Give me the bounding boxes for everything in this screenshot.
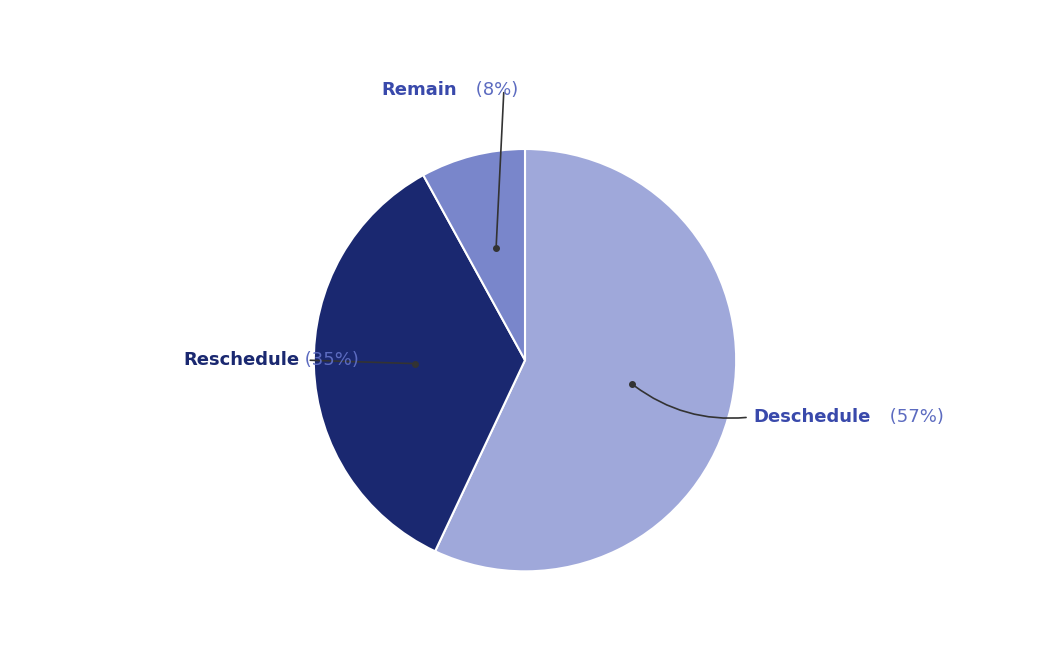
Wedge shape bbox=[314, 175, 525, 551]
Text: Reschedule: Reschedule bbox=[183, 351, 299, 369]
Text: Deschedule: Deschedule bbox=[753, 408, 870, 426]
Wedge shape bbox=[435, 149, 736, 572]
Text: Remain: Remain bbox=[381, 81, 457, 99]
Text: (57%): (57%) bbox=[884, 408, 944, 426]
Wedge shape bbox=[423, 149, 525, 360]
Text: (8%): (8%) bbox=[470, 81, 519, 99]
Text: (35%): (35%) bbox=[299, 351, 359, 369]
